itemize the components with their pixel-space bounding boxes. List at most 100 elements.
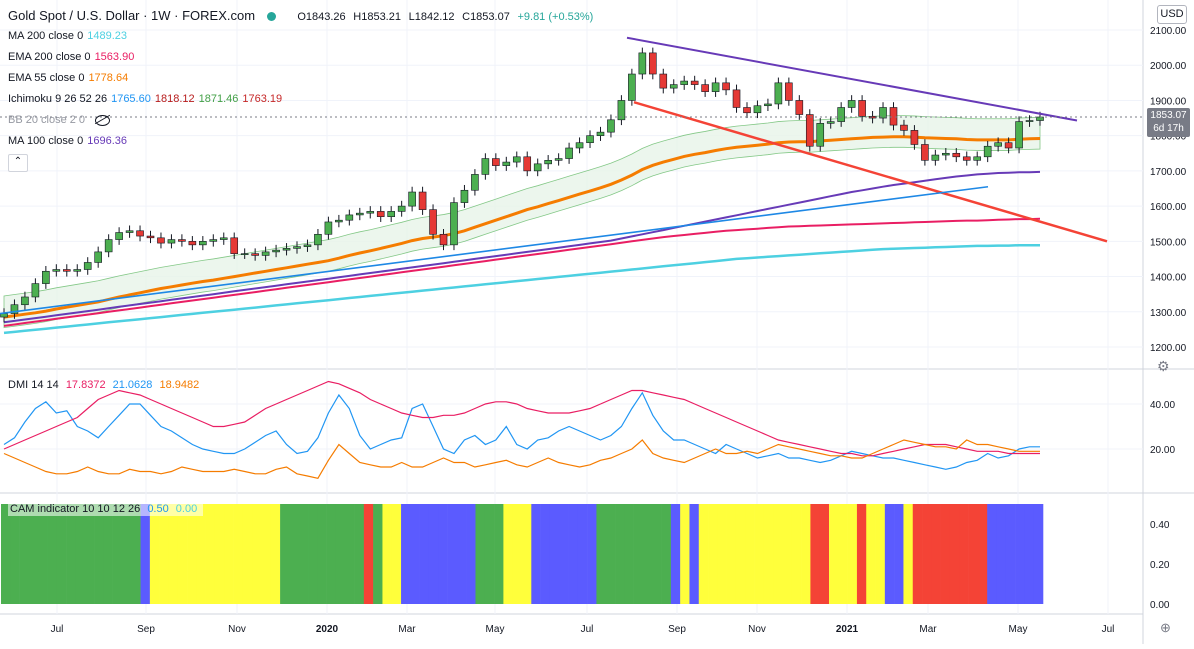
candle-body xyxy=(104,239,113,253)
candle-body xyxy=(858,100,866,117)
settings-gear-icon[interactable]: ⚙ xyxy=(1157,358,1170,374)
candle-body xyxy=(450,202,458,246)
indicator-legend-row[interactable]: MA 200 close 0 1489.23 xyxy=(8,29,131,43)
candle-body xyxy=(31,283,40,298)
candle-body xyxy=(261,251,270,256)
cam-bar xyxy=(1015,504,1025,604)
cam-bar xyxy=(670,504,681,604)
cam-bar xyxy=(75,504,86,604)
x-tick-label: 2021 xyxy=(836,624,859,635)
candle-body xyxy=(544,160,552,165)
cam-bar xyxy=(317,504,327,604)
candle-body xyxy=(732,89,741,108)
cam-bar xyxy=(261,504,272,604)
cam-bar xyxy=(1005,504,1016,604)
indicator-name: EMA 55 close 0 xyxy=(8,72,85,84)
cam-bar xyxy=(363,504,374,604)
cam-bar xyxy=(680,504,690,604)
cam-bar xyxy=(652,504,662,604)
hidden-eye-icon[interactable] xyxy=(95,114,111,126)
cam-bar xyxy=(159,504,169,604)
cam-bar xyxy=(847,504,858,604)
cam-legend-name: CAM indicator 10 10 12 26 xyxy=(10,503,141,515)
candle-body xyxy=(366,211,375,214)
x-tick-label: Sep xyxy=(668,624,686,635)
y-tick-label: 1200.00 xyxy=(1150,343,1187,354)
dmi-tick-label: 40.00 xyxy=(1150,400,1175,411)
cam-bar xyxy=(726,504,737,604)
indicator-legend-row[interactable]: EMA 55 close 0 1778.64 xyxy=(8,71,132,85)
cam-bar xyxy=(549,504,560,604)
candle-body xyxy=(240,253,249,255)
x-tick-label: Mar xyxy=(919,624,937,635)
candle-body xyxy=(523,156,532,172)
candle-body xyxy=(774,82,783,105)
y-tick-label: 2100.00 xyxy=(1150,26,1187,37)
candle-body xyxy=(753,105,762,114)
candle-body xyxy=(826,121,835,124)
cam-bar xyxy=(28,504,39,604)
candle-body xyxy=(690,80,699,85)
cam-bar xyxy=(224,504,234,604)
cam-bar xyxy=(735,504,746,604)
lower-trendline xyxy=(633,101,1108,243)
cam-bar xyxy=(131,504,141,604)
upper-trendline xyxy=(626,36,1078,122)
cam-tick-label: 0.00 xyxy=(1150,600,1170,611)
last-price-value: 1853.07 xyxy=(1150,110,1187,121)
cam-bar xyxy=(577,504,588,604)
cam-bar xyxy=(754,504,765,604)
candle-body xyxy=(533,163,542,172)
cam-bar xyxy=(149,504,160,604)
indicator-legend-row[interactable]: MA 100 close 0 1696.36 xyxy=(8,134,131,148)
candle-body xyxy=(439,233,448,246)
candle-body xyxy=(586,135,594,144)
indicator-legend-row[interactable]: EMA 200 close 0 1563.90 xyxy=(8,50,138,64)
y-tick-label: 1300.00 xyxy=(1150,308,1187,319)
candle-body xyxy=(251,253,259,256)
cam-bar xyxy=(391,504,402,604)
indicator-name: MA 100 close 0 xyxy=(8,135,84,147)
candle-body xyxy=(460,189,469,203)
ma200-line xyxy=(3,243,1040,335)
candle-body xyxy=(408,191,416,207)
candle-body xyxy=(973,156,982,161)
candle-body xyxy=(209,239,218,242)
y-tick-label: 1700.00 xyxy=(1150,167,1187,178)
candle-body xyxy=(575,142,584,149)
cam-bar xyxy=(698,504,709,604)
indicator-value: 1763.19 xyxy=(242,93,283,105)
cam-bar xyxy=(866,504,876,604)
zoom-icon[interactable]: ⊕ xyxy=(1160,620,1171,635)
candle-body xyxy=(387,211,395,217)
candle-body xyxy=(355,212,364,216)
cam-bar xyxy=(94,504,104,604)
candle-body xyxy=(743,107,751,114)
y-tick-label: 2000.00 xyxy=(1150,61,1187,72)
candle-body xyxy=(199,241,207,246)
candle-body xyxy=(1015,121,1023,149)
indicator-legend-row[interactable]: BB 20 close 2 0 xyxy=(8,113,114,127)
cam-bar xyxy=(205,504,216,604)
cam-legend: CAM indicator 10 10 12 26 0.50 0.00 xyxy=(8,502,204,516)
candle-body xyxy=(429,209,437,235)
candle-body xyxy=(303,244,312,247)
cam-bar xyxy=(540,504,551,604)
indicator-legend-row[interactable]: Ichimoku 9 26 52 26 1765.60 1818.12 1871.46… xyxy=(8,92,286,106)
currency-badge[interactable]: USD xyxy=(1157,5,1187,24)
candle-body xyxy=(167,239,176,244)
symbol-title[interactable]: Gold Spot / U.S. Dollar · 1W · FOREX.com xyxy=(8,8,256,23)
x-tick-label: Jul xyxy=(51,624,64,635)
ohlc-high: H1853.21 xyxy=(353,11,401,23)
candle-body xyxy=(638,52,647,75)
cam-bar xyxy=(875,504,886,604)
cam-bar xyxy=(484,504,495,604)
ohlc-open: O1843.26 xyxy=(297,11,346,23)
candle-body xyxy=(512,156,521,163)
candle-body xyxy=(952,152,961,158)
cam-bar xyxy=(633,504,644,604)
collapse-legend-button[interactable]: ⌃ xyxy=(8,154,28,172)
candle-body xyxy=(837,107,845,122)
